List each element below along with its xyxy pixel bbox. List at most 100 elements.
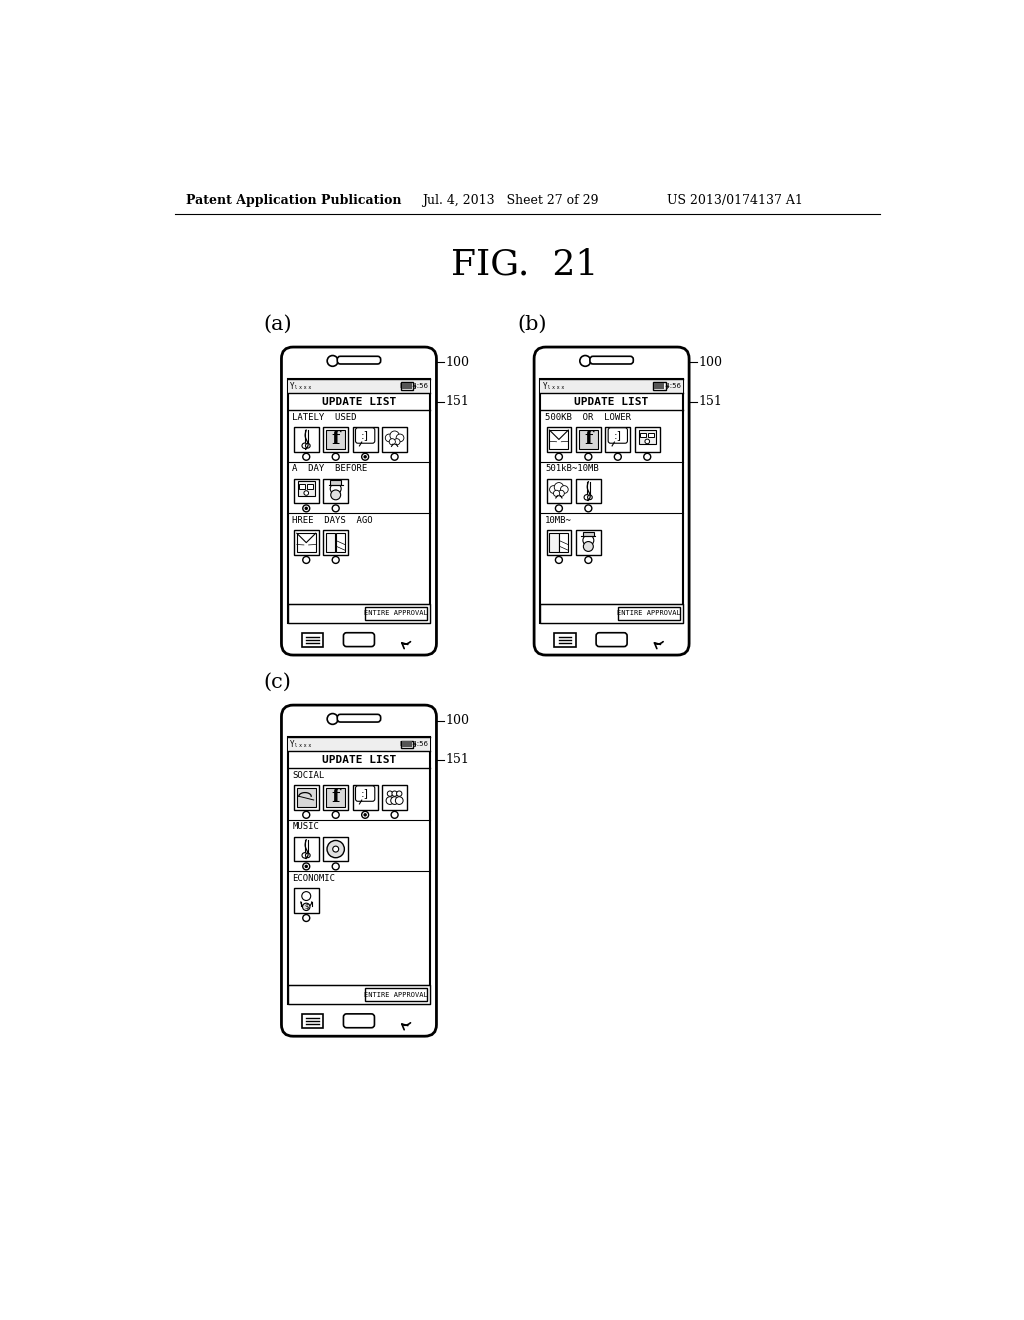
Bar <box>327 533 335 552</box>
Circle shape <box>332 863 339 870</box>
FancyBboxPatch shape <box>337 356 381 364</box>
Bar <box>547 428 571 451</box>
Bar <box>653 383 666 391</box>
Bar <box>366 607 427 619</box>
Circle shape <box>303 557 309 564</box>
Bar <box>294 479 318 503</box>
Circle shape <box>332 453 339 461</box>
FancyBboxPatch shape <box>355 785 375 801</box>
Text: (b): (b) <box>518 314 547 334</box>
Circle shape <box>558 490 564 496</box>
Bar <box>297 788 315 807</box>
Circle shape <box>364 813 367 817</box>
Bar <box>639 429 656 445</box>
Text: f: f <box>332 430 340 449</box>
Bar <box>400 741 414 748</box>
Bar <box>366 989 427 1001</box>
Text: Yₗₓₓₓ: Yₗₓₓₓ <box>290 381 313 391</box>
Text: MUSIC: MUSIC <box>292 822 319 832</box>
Circle shape <box>580 355 591 367</box>
Circle shape <box>327 841 344 858</box>
Bar <box>559 533 568 552</box>
Circle shape <box>303 453 309 461</box>
Text: UPDATE LIST: UPDATE LIST <box>322 397 396 407</box>
Text: A  DAY  BEFORE: A DAY BEFORE <box>292 465 368 473</box>
Circle shape <box>584 495 590 500</box>
FancyBboxPatch shape <box>608 428 628 444</box>
Bar <box>324 479 348 503</box>
Bar <box>288 738 430 751</box>
Circle shape <box>304 491 308 495</box>
Text: :]: :] <box>613 430 622 441</box>
Text: 10MB~: 10MB~ <box>545 516 571 525</box>
Circle shape <box>303 915 309 921</box>
Bar <box>324 428 348 451</box>
Bar <box>575 531 601 554</box>
Bar <box>288 985 430 1003</box>
Circle shape <box>394 438 400 445</box>
Circle shape <box>303 812 309 818</box>
Bar <box>294 531 318 554</box>
Circle shape <box>390 432 399 441</box>
Bar <box>640 433 646 437</box>
Circle shape <box>391 797 398 804</box>
Bar <box>324 837 348 862</box>
Bar <box>327 788 345 807</box>
Text: f: f <box>584 430 593 449</box>
Circle shape <box>364 455 367 458</box>
Circle shape <box>332 557 339 564</box>
Bar <box>617 607 680 619</box>
Bar <box>414 743 415 746</box>
Circle shape <box>389 438 395 445</box>
Circle shape <box>331 490 341 500</box>
Text: PM 4:56: PM 4:56 <box>400 383 428 389</box>
Text: ENTIRE APPROVAL: ENTIRE APPROVAL <box>365 991 428 998</box>
Circle shape <box>614 453 622 461</box>
Bar <box>294 785 318 810</box>
Circle shape <box>305 444 310 447</box>
Text: SOCIAL: SOCIAL <box>292 771 325 780</box>
Bar <box>299 484 305 488</box>
Circle shape <box>583 535 594 545</box>
Bar <box>382 785 407 810</box>
Bar <box>575 479 601 503</box>
Circle shape <box>332 504 339 512</box>
Bar <box>400 383 414 391</box>
Bar <box>288 605 430 623</box>
Text: f: f <box>332 788 340 807</box>
Bar <box>401 742 412 747</box>
Bar <box>324 531 348 554</box>
Bar <box>288 738 430 1003</box>
Circle shape <box>555 504 562 512</box>
FancyBboxPatch shape <box>282 705 436 1036</box>
Circle shape <box>644 453 650 461</box>
Circle shape <box>396 791 402 796</box>
Text: Yₗₓₓₓ: Yₗₓₓₓ <box>543 381 565 391</box>
Circle shape <box>560 486 568 494</box>
Circle shape <box>302 903 310 911</box>
Text: 100: 100 <box>445 356 470 370</box>
Bar <box>550 533 558 552</box>
Text: 151: 151 <box>698 395 722 408</box>
Bar <box>327 430 345 449</box>
Text: HREE  DAYS  AGO: HREE DAYS AGO <box>292 516 373 525</box>
Bar <box>294 888 318 913</box>
Bar <box>666 385 668 388</box>
Circle shape <box>386 797 394 804</box>
Circle shape <box>585 557 592 564</box>
Text: ENTIRE APPROVAL: ENTIRE APPROVAL <box>365 610 428 616</box>
Bar <box>331 480 341 484</box>
Circle shape <box>585 504 592 512</box>
Bar <box>352 785 378 810</box>
Circle shape <box>361 453 369 461</box>
Bar <box>547 531 571 554</box>
Circle shape <box>302 853 307 858</box>
Circle shape <box>391 812 398 818</box>
Text: 100: 100 <box>698 356 722 370</box>
Bar <box>352 428 378 451</box>
Circle shape <box>645 440 649 444</box>
Bar <box>575 428 601 451</box>
Circle shape <box>331 483 341 494</box>
Circle shape <box>305 853 310 858</box>
Text: FIG.  21: FIG. 21 <box>452 248 598 281</box>
